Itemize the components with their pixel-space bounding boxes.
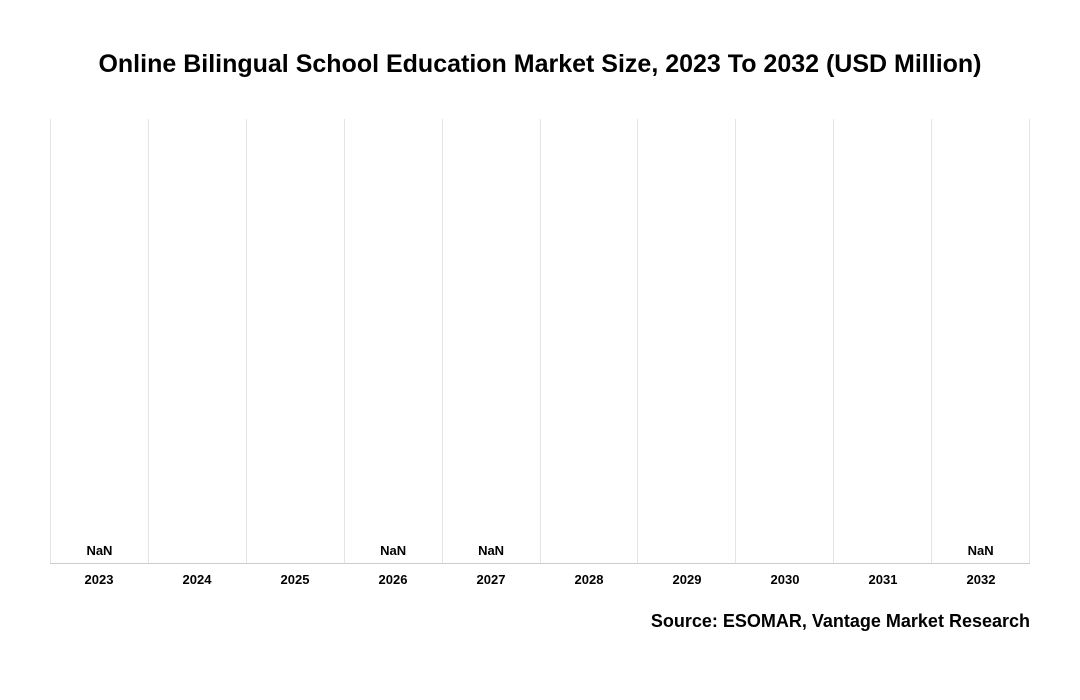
x-tick: 2030 [736,564,834,587]
bar-column: NaN [50,119,149,563]
bar-column [834,119,932,563]
x-tick: 2025 [246,564,344,587]
x-axis: 2023 2024 2025 2026 2027 2028 2029 2030 … [50,564,1030,587]
value-label: NaN [86,543,112,558]
x-tick: 2026 [344,564,442,587]
plot-area: NaN NaN NaN NaN [50,119,1030,564]
value-label: NaN [478,543,504,558]
bar-column [541,119,639,563]
value-label: NaN [968,543,994,558]
bar-column [149,119,247,563]
chart-container: Online Bilingual School Education Market… [50,50,1030,632]
x-tick: 2031 [834,564,932,587]
source-text: Source: ESOMAR, Vantage Market Research [50,611,1030,632]
x-tick: 2032 [932,564,1030,587]
value-label: NaN [380,543,406,558]
chart-title: Online Bilingual School Education Market… [50,50,1030,79]
x-tick: 2023 [50,564,148,587]
bar-column [638,119,736,563]
bar-column [736,119,834,563]
x-tick: 2027 [442,564,540,587]
x-tick: 2024 [148,564,246,587]
bar-column [247,119,345,563]
bar-column: NaN [932,119,1030,563]
x-tick: 2029 [638,564,736,587]
x-tick: 2028 [540,564,638,587]
bar-column: NaN [345,119,443,563]
bar-column: NaN [443,119,541,563]
